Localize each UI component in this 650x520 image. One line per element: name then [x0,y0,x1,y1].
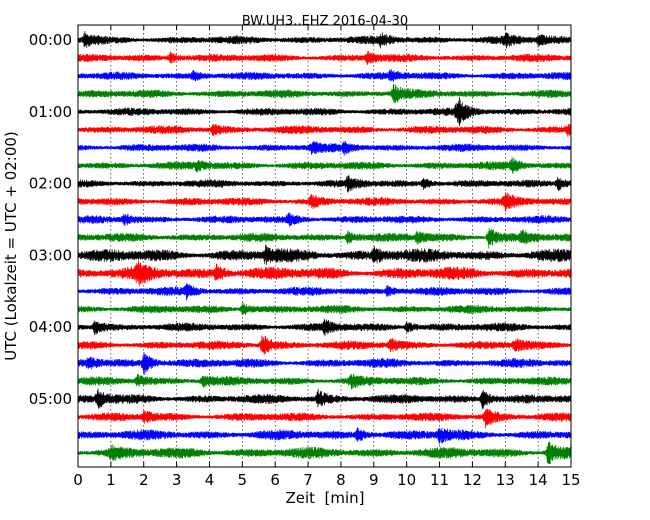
trace-row-14 [77,283,572,301]
trace-row-7 [77,156,572,175]
trace-row-23 [77,441,572,465]
x-tick-label: 4 [205,471,215,489]
trace-row-22 [77,427,572,445]
grid-lines [110,25,539,467]
x-tick-label: 10 [397,471,416,489]
x-tick-label: 7 [303,471,313,489]
trace-row-4 [77,97,572,127]
x-tick-label: 0 [73,471,83,489]
x-tick-label: 13 [496,471,515,489]
x-axis-ticks: 0 1 2 3 4 5 6 7 8 9 10 11 12 13 14 15 [73,25,581,489]
trace-row-10 [77,212,572,227]
trace-row-12 [77,244,572,265]
y-tick-label: 04:00 [29,318,72,336]
trace-row-2 [77,69,572,82]
y-tick-label: 00:00 [29,31,72,49]
trace-row-3 [77,83,572,104]
plot-frame [77,24,572,468]
trace-row-18 [77,351,572,376]
y-tick-label: 05:00 [29,390,72,408]
x-tick-label: 8 [336,471,346,489]
trace-row-0 [77,31,572,49]
chart-title: BW.UH3..EHZ 2016-04-30 [242,14,408,29]
trace-row-1 [77,50,572,66]
trace-row-17 [77,335,572,356]
x-tick-label: 2 [139,471,149,489]
trace-row-20 [77,388,572,410]
trace-row-9 [77,191,572,212]
trace-row-8 [77,174,572,193]
x-tick-label: 12 [463,471,482,489]
x-axis-label: Zeit [min] [285,489,364,507]
trace-row-21 [77,408,572,429]
x-tick-label: 15 [561,471,580,489]
x-tick-label: 11 [430,471,449,489]
trace-row-15 [77,302,572,316]
x-tick-label: 1 [106,471,116,489]
trace-row-16 [77,318,572,337]
trace-row-13 [77,260,572,287]
y-tick-label: 03:00 [29,246,72,264]
seismic-traces [77,31,572,465]
trace-row-5 [77,123,572,137]
trace-row-19 [77,373,572,390]
x-tick-label: 6 [270,471,280,489]
x-tick-label: 14 [529,471,548,489]
x-tick-label: 5 [238,471,248,489]
y-axis-ticks: 00:00 01:00 02:00 03:00 04:00 05:00 [29,31,571,408]
y-axis-label: UTC (Lokalzeit = UTC + 02:00) [2,131,20,361]
x-tick-label: 9 [369,471,379,489]
y-tick-label: 02:00 [29,175,72,193]
trace-row-11 [77,227,572,249]
y-tick-label: 01:00 [29,103,72,121]
x-tick-label: 3 [172,471,182,489]
trace-row-6 [77,140,572,156]
